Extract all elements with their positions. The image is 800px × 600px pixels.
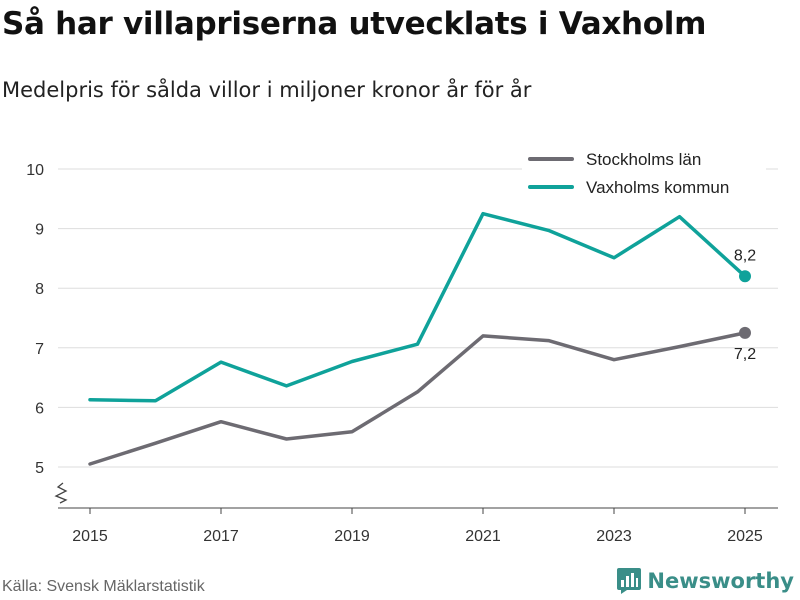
y-tick-label-9: 9 <box>35 222 44 239</box>
x-tick-label-2019: 2019 <box>334 528 370 545</box>
end-value-label: 8,2 <box>734 247 756 264</box>
y-tick-label-10: 10 <box>26 162 44 179</box>
grid-lines <box>58 168 778 468</box>
legend: Stockholms län Vaxholms kommun <box>522 146 766 206</box>
end-point-marker <box>739 326 751 339</box>
axis-break-icon <box>54 482 68 504</box>
y-tick-label-7: 7 <box>35 341 44 358</box>
chart-title: Så har villapriserna utvecklats i Vaxhol… <box>2 6 707 42</box>
axes: 5 6 7 8 9 10 2015 2017 2019 2021 2023 2025 <box>26 162 778 545</box>
x-tick-label-2023: 2023 <box>596 528 632 545</box>
source-note: Källa: Svensk Mäklarstatistik <box>2 578 205 595</box>
brand-logo: Newsworthy <box>617 568 794 594</box>
series-line-stockholms-lan <box>88 331 747 466</box>
end-value-label: 7,2 <box>734 346 756 363</box>
x-tick-label-2025: 2025 <box>727 528 763 545</box>
end-labels: 7,2 8,2 <box>734 247 756 363</box>
x-tick-label-2021: 2021 <box>465 528 501 545</box>
series-lines <box>88 211 751 466</box>
legend-label: Stockholms län <box>586 150 701 169</box>
legend-background <box>522 146 766 206</box>
brand-name: Newsworthy <box>647 569 794 593</box>
y-tick-label-8: 8 <box>35 281 44 298</box>
chart-subtitle: Medelpris för sålda villor i miljoner kr… <box>2 78 532 102</box>
y-tick-label-5: 5 <box>35 460 44 477</box>
x-tick-label-2017: 2017 <box>203 528 239 545</box>
legend-label: Vaxholms kommun <box>586 178 729 197</box>
series-line-vaxholms-kommun <box>88 211 747 403</box>
y-tick-label-6: 6 <box>35 400 44 417</box>
bar-chart-icon <box>617 568 642 594</box>
x-tick-label-2015: 2015 <box>72 528 108 545</box>
end-point-marker <box>739 270 751 283</box>
